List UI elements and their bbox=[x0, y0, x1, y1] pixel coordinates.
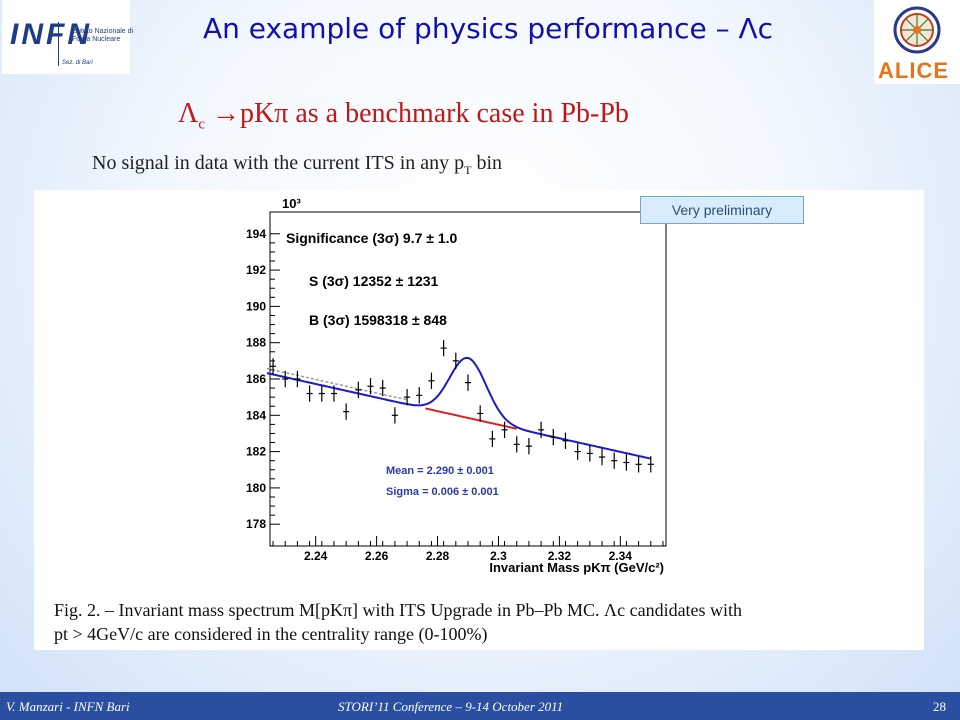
annotation-significance: Significance (3σ) 9.7 ± 1.0 bbox=[286, 230, 458, 246]
infn-logo-divider bbox=[58, 22, 59, 66]
data-point bbox=[550, 428, 557, 446]
data-point bbox=[562, 432, 569, 449]
data-point bbox=[574, 443, 581, 460]
data-point bbox=[489, 430, 496, 448]
infn-logo-text: INFN bbox=[10, 18, 92, 51]
data-point bbox=[513, 436, 520, 453]
caption-line-1: Fig. 2. – Invariant mass spectrum M[pKπ]… bbox=[54, 600, 743, 620]
footer-author: V. Manzari - INFN Bari bbox=[6, 699, 130, 714]
annotation-signal: S (3σ) 12352 ± 1231 bbox=[309, 273, 439, 289]
annotations: Significance (3σ) 9.7 ± 1.0 S (3σ) 12352… bbox=[286, 230, 499, 498]
data-point bbox=[294, 370, 301, 388]
slide-subtitle: Λc →pKπ as a benchmark case in Pb-Pb bbox=[178, 98, 629, 134]
infn-logo: INFN Istituto Nazionale di Fisica Nuclea… bbox=[2, 0, 133, 74]
x-axis-label: Invariant Mass pKπ (GeV/c²) bbox=[489, 560, 664, 575]
data-point bbox=[501, 421, 508, 438]
fit-mean: Mean = 2.290 ± 0.001 bbox=[386, 465, 494, 477]
data-point bbox=[428, 372, 435, 389]
data-point bbox=[355, 381, 362, 399]
figure-caption: Fig. 2. – Invariant mass spectrum M[pKπ]… bbox=[54, 598, 914, 646]
data-point bbox=[306, 385, 313, 402]
data-point bbox=[464, 374, 472, 391]
y-tick-label: 178 bbox=[246, 517, 266, 531]
data-point bbox=[379, 379, 386, 397]
footer-bar: V. Manzari - INFN Bari STORI’11 Conferen… bbox=[0, 692, 960, 720]
very-preliminary-badge: Very preliminary bbox=[640, 196, 804, 224]
infn-logo-section: Sez. di Bari bbox=[62, 60, 93, 66]
data-point bbox=[477, 405, 484, 422]
y-tick-label: 192 bbox=[246, 263, 266, 277]
alice-logo: ALICE bbox=[874, 0, 960, 84]
fit-curves bbox=[266, 356, 652, 460]
data-points bbox=[270, 339, 654, 473]
data-point bbox=[611, 452, 618, 469]
alice-logo-text: ALICE bbox=[878, 58, 949, 83]
data-point bbox=[391, 407, 398, 424]
y-tick-label: 188 bbox=[246, 336, 266, 350]
subtitle-text: pKπ as a benchmark case in Pb-Pb bbox=[239, 98, 629, 129]
subtitle-arrow: → bbox=[211, 98, 240, 129]
data-point bbox=[623, 454, 630, 471]
x-tick-label: 2.34 bbox=[609, 549, 633, 563]
x-tick-label: 2.28 bbox=[426, 549, 450, 563]
data-point bbox=[525, 437, 532, 455]
slide-title: An example of physics performance – Λc bbox=[202, 12, 774, 45]
note-text: No signal in data with the current ITS i… bbox=[92, 152, 465, 174]
data-point bbox=[330, 385, 338, 402]
subtitle-lambda: Λ bbox=[178, 98, 199, 129]
data-point bbox=[416, 387, 423, 404]
footer-page-number: 28 bbox=[933, 699, 946, 714]
y-multiplier-label: 10³ bbox=[282, 196, 301, 211]
note-sub: T bbox=[464, 163, 472, 177]
infn-logo-subtitle: Istituto Nazionale di Fisica Nucleare bbox=[72, 28, 134, 43]
y-tick-label: 182 bbox=[246, 445, 266, 459]
x-tick-label: 2.26 bbox=[365, 549, 389, 563]
y-tick-label: 186 bbox=[246, 372, 266, 386]
data-point bbox=[635, 456, 642, 473]
footer-conference: STORI’11 Conference – 9-14 October 2011 bbox=[338, 699, 564, 714]
annotation-background: B (3σ) 1598318 ± 848 bbox=[309, 312, 447, 328]
caption-line-2: pt > 4GeV/c are considered in the centra… bbox=[54, 624, 488, 644]
slide-note: No signal in data with the current ITS i… bbox=[92, 152, 502, 178]
data-point bbox=[586, 445, 593, 462]
data-point bbox=[404, 388, 411, 406]
data-point bbox=[598, 448, 606, 466]
data-point bbox=[270, 358, 277, 375]
y-tick-label: 180 bbox=[246, 481, 266, 495]
subtitle-lambda-sub: c bbox=[198, 116, 205, 133]
y-tick-label: 194 bbox=[246, 227, 266, 241]
total-fit-curve bbox=[266, 356, 652, 460]
data-point bbox=[318, 385, 325, 402]
x-tick-label: 2.32 bbox=[548, 549, 572, 563]
fit-sigma: Sigma = 0.006 ± 0.001 bbox=[386, 486, 499, 498]
y-tick-label: 190 bbox=[246, 299, 266, 313]
data-point bbox=[647, 456, 654, 473]
x-tick-label: 2.3 bbox=[490, 549, 507, 563]
x-tick-label: 2.24 bbox=[304, 549, 328, 563]
data-point bbox=[440, 339, 447, 357]
y-tick-label: 184 bbox=[246, 408, 266, 422]
background-reference-curve bbox=[266, 367, 408, 401]
data-point bbox=[343, 403, 350, 420]
x-axis: 2.24 2.26 2.28 2.3 2.32 2.34 bbox=[272, 536, 664, 563]
data-point bbox=[452, 352, 459, 370]
data-point bbox=[367, 378, 374, 395]
data-point bbox=[282, 370, 289, 388]
note-text-end: bin bbox=[471, 152, 503, 174]
data-point bbox=[538, 421, 545, 438]
alice-logo-emblem bbox=[893, 6, 941, 54]
background-fit-curve bbox=[425, 407, 517, 430]
